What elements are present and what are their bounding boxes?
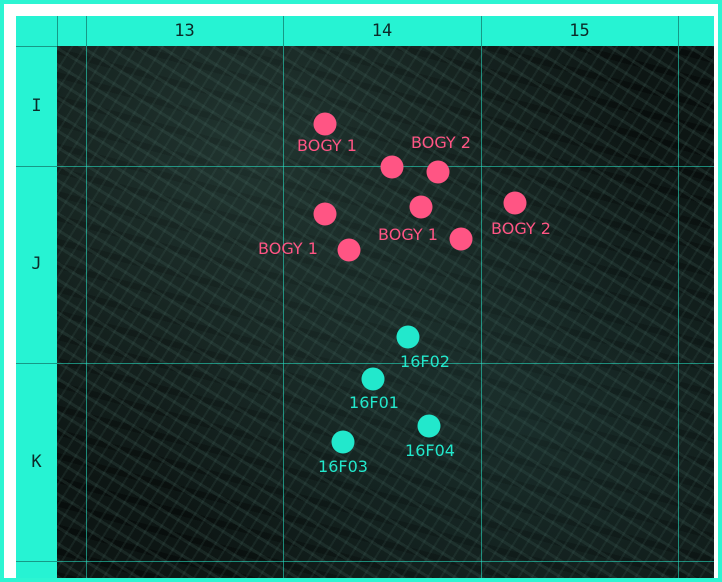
satellite-map[interactable]: BOGY 1 BOGY 2 BOGY 1 BOGY 1 BOGY 2 16F02… <box>57 46 714 578</box>
hostile-marker[interactable] <box>503 191 527 215</box>
hostile-marker-label: BOGY 2 <box>491 219 551 238</box>
grid-line <box>57 561 714 562</box>
header-separator <box>57 16 58 46</box>
friendly-marker-label: 16F02 <box>400 352 450 371</box>
friendly-marker[interactable] <box>417 414 441 438</box>
hostile-marker[interactable] <box>426 160 450 184</box>
hostile-marker[interactable] <box>313 202 337 226</box>
column-label-13: 13 <box>174 21 195 41</box>
hostile-marker-label: BOGY 1 <box>297 136 357 155</box>
header-separator <box>86 16 87 46</box>
grid-line <box>678 46 679 578</box>
hostile-marker[interactable] <box>313 112 337 136</box>
grid-line <box>86 46 87 578</box>
grid-line <box>283 46 284 578</box>
hostile-marker[interactable] <box>337 238 361 262</box>
hostile-marker[interactable] <box>380 155 404 179</box>
grid-map: 13 14 15 I J K BOGY 1 BOGY 2 BOGY 1 <box>16 16 714 578</box>
hostile-marker-label: BOGY 2 <box>411 133 471 152</box>
header-separator <box>16 46 57 47</box>
row-label-j: J <box>31 254 42 274</box>
header-separator <box>481 16 482 46</box>
hostile-marker[interactable] <box>409 195 433 219</box>
header-separator <box>16 561 57 562</box>
hostile-marker[interactable] <box>449 227 473 251</box>
friendly-marker-label: 16F04 <box>405 441 455 460</box>
header-separator <box>16 166 57 167</box>
row-label-i: I <box>31 96 42 116</box>
friendly-marker-label: 16F03 <box>318 457 368 476</box>
grid-line <box>57 363 714 364</box>
hostile-marker-label: BOGY 1 <box>258 239 318 258</box>
header-separator <box>678 16 679 46</box>
map-frame: 13 14 15 I J K BOGY 1 BOGY 2 BOGY 1 <box>4 4 718 578</box>
column-label-14: 14 <box>371 21 393 41</box>
friendly-marker[interactable] <box>396 325 420 349</box>
friendly-marker[interactable] <box>361 367 385 391</box>
row-label-k: K <box>31 452 42 472</box>
hostile-marker-label: BOGY 1 <box>378 225 438 244</box>
column-label-15: 15 <box>569 21 590 41</box>
grid-line <box>481 46 482 578</box>
header-separator <box>283 16 284 46</box>
friendly-marker[interactable] <box>331 430 355 454</box>
header-separator <box>16 363 57 364</box>
friendly-marker-label: 16F01 <box>349 393 399 412</box>
